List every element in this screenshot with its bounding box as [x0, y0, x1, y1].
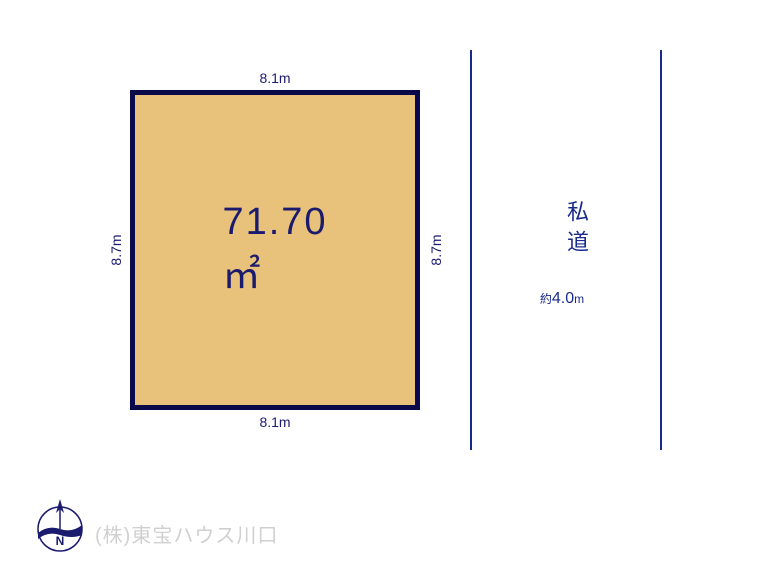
dim-right: 8.7m	[428, 234, 444, 265]
dim-top: 8.1m	[259, 70, 290, 86]
road-width-value: 4.0	[552, 290, 574, 307]
svg-text:N: N	[56, 534, 65, 548]
watermark-text: (株)東宝ハウス川口	[95, 519, 278, 548]
compass-icon: N	[30, 495, 90, 555]
road-line-right	[660, 50, 662, 450]
road-line-left	[470, 50, 472, 450]
dim-left: 8.7m	[108, 234, 124, 265]
dim-bottom: 8.1m	[259, 414, 290, 430]
road-label: 私道	[560, 200, 592, 260]
road-width-approx: 約	[540, 292, 552, 306]
road-width: 約4.0m	[540, 290, 584, 308]
road-width-unit: m	[574, 292, 584, 306]
plot-area-text: 71.70㎡	[222, 201, 327, 299]
